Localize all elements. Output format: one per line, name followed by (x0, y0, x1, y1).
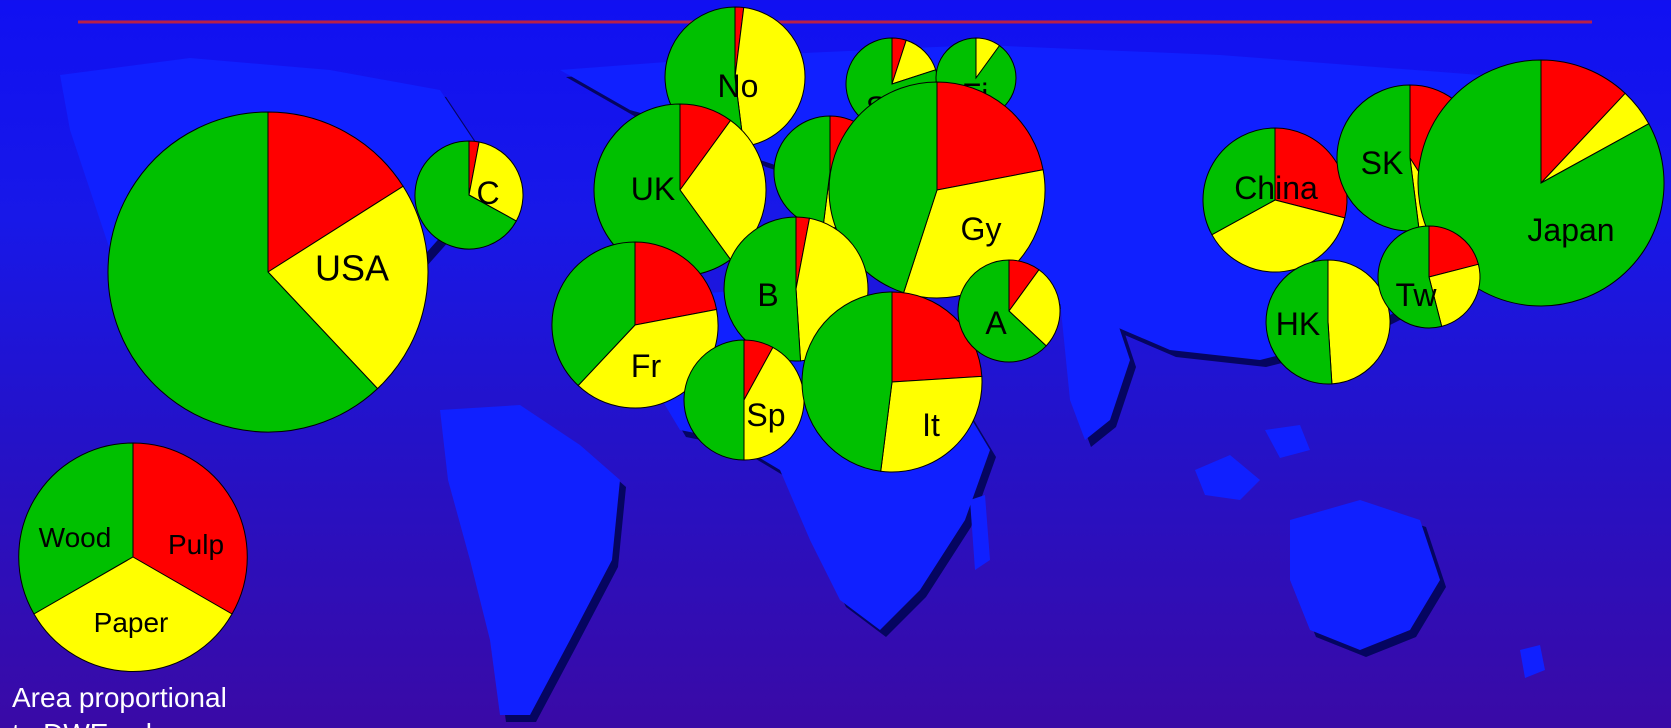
pie-label-hk: HK (1276, 306, 1320, 342)
pie-tw: Tw (1377, 225, 1481, 329)
pie-label-china: China (1234, 170, 1318, 206)
pie-slice-hk-wood (1265, 259, 1333, 385)
pie-a: A (957, 259, 1061, 363)
pie-fi: Fi (935, 37, 1017, 119)
pie-c: C (414, 140, 524, 250)
pie-label-tw: Tw (1396, 277, 1438, 313)
pie-slice-c-paper (468, 141, 524, 222)
pie-slice-fr-wood (551, 241, 636, 387)
pie-label-gy: Gy (961, 211, 1002, 247)
pie-slice-gy-wood (828, 81, 938, 294)
pie-label-japan: Japan (1527, 212, 1614, 248)
legend-paper-label: Paper (94, 607, 169, 638)
country-pies: USACNoSwFiUKNthGyBFrSpItAChinaSKJapanHKT… (107, 6, 1665, 473)
pie-label-fr: Fr (631, 348, 662, 384)
pie-it: It (801, 291, 983, 473)
pie-slice-hk-paper (1327, 259, 1391, 385)
pie-usa: USA (107, 111, 429, 433)
legend-wood-label: Wood (39, 522, 112, 553)
pie-label-usa: USA (315, 248, 389, 289)
pie-slice-usa-paper (267, 185, 429, 390)
pie-slice-china-wood (1202, 127, 1276, 236)
pie-slice-no-paper (734, 6, 806, 148)
pie-slice-c-wood (414, 140, 517, 250)
legend-wood-slice (18, 442, 134, 615)
pie-slice-tw-pulp (1428, 225, 1480, 278)
pie-label-it: It (922, 407, 940, 443)
pie-gy: Gy (828, 81, 1046, 299)
legend-paper-slice (33, 556, 233, 672)
pie-slice-a-wood (957, 259, 1047, 363)
pie-slice-it-paper (880, 375, 983, 473)
pie-slice-a-paper (1008, 269, 1061, 347)
pie-label-sp: Sp (746, 397, 785, 433)
pie-slice-tw-paper (1428, 263, 1481, 328)
pie-china: China (1202, 127, 1348, 273)
legend-pulp-slice (132, 442, 248, 615)
pie-label-sk: SK (1361, 145, 1404, 181)
pie-label-a: A (985, 305, 1007, 341)
pie-slice-sk-wood (1336, 84, 1420, 232)
area-note-line1: Area proportional (12, 682, 227, 713)
pie-slice-usa-wood (107, 111, 379, 433)
pie-slice-sp-wood (683, 339, 745, 461)
pie-sp: Sp (683, 339, 805, 461)
area-note-line2: to DWE value (12, 716, 227, 728)
pie-slice-sp-paper (743, 346, 805, 461)
pie-slice-usa-pulp (267, 111, 404, 273)
pie-label-uk: UK (631, 171, 675, 207)
pie-label-c: C (476, 175, 499, 211)
pie-slice-it-pulp (891, 291, 983, 383)
pie-uk: UK (593, 103, 767, 277)
pie-slice-china-pulp (1274, 127, 1348, 219)
pie-slice-it-wood (801, 291, 893, 472)
pie-slice-japan-pulp (1540, 59, 1626, 185)
pie-slice-fr-pulp (634, 241, 718, 326)
legend-pie: Wood Pulp Paper (18, 442, 248, 672)
pie-slice-tw-wood (1377, 225, 1443, 329)
pie-slice-gy-pulp (936, 81, 1044, 191)
pie-fr: Fr (551, 241, 719, 409)
pie-label-no: No (718, 68, 759, 104)
pie-slice-china-paper (1211, 199, 1346, 273)
pie-label-b: B (757, 277, 778, 313)
area-note: Area proportional to DWE value (12, 680, 227, 728)
legend-pulp-label: Pulp (168, 529, 224, 560)
pie-hk: HK (1265, 259, 1391, 385)
pie-slice-fr-paper (577, 308, 719, 409)
